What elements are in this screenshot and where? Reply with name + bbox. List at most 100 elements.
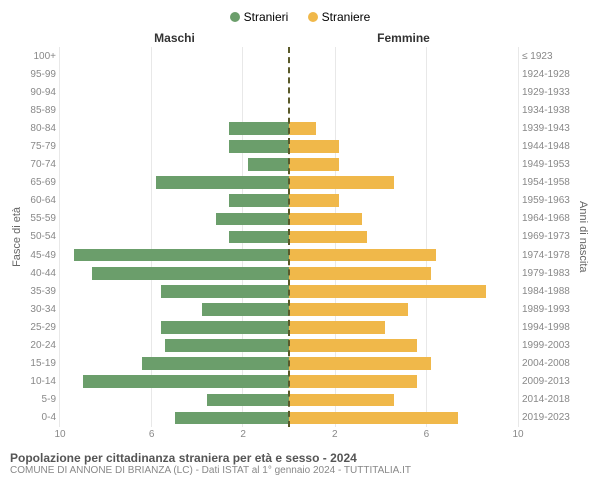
bar-female (289, 394, 394, 407)
legend-male: Stranieri (230, 10, 289, 24)
age-tick: 35-39 (24, 282, 60, 300)
age-tick: 90-94 (24, 83, 60, 101)
male-swatch (230, 12, 240, 22)
bar-female (289, 412, 458, 425)
age-tick: 40-44 (24, 264, 60, 282)
age-tick: 55-59 (24, 210, 60, 228)
age-tick: 50-54 (24, 228, 60, 246)
bar-male (74, 249, 289, 262)
bar-male (175, 412, 290, 425)
x-tick: 6 (424, 429, 430, 440)
age-tick: 5-9 (24, 391, 60, 409)
legend-male-label: Stranieri (244, 10, 289, 24)
age-tick: 60-64 (24, 192, 60, 210)
chart-subtitle: COMUNE DI ANNONE DI BRIANZA (LC) - Dati … (10, 465, 590, 476)
bar-female (289, 213, 362, 226)
bar-male (229, 194, 289, 207)
age-tick: 80-84 (24, 119, 60, 137)
bar-female (289, 249, 436, 262)
birth-tick: 1929-1933 (518, 83, 576, 101)
chart-footer: Popolazione per cittadinanza straniera p… (10, 451, 590, 476)
birth-tick: 1984-1988 (518, 282, 576, 300)
bar-male (161, 321, 289, 334)
bar-female (289, 176, 394, 189)
age-tick: 70-74 (24, 156, 60, 174)
bar-male (161, 285, 289, 298)
age-tick: 10-14 (24, 373, 60, 391)
bar-female (289, 321, 385, 334)
column-headers: Maschi Femmine (10, 31, 590, 45)
age-tick: 20-24 (24, 337, 60, 355)
bar-female (289, 194, 339, 207)
bar-male (83, 375, 289, 388)
birth-tick: 1949-1953 (518, 156, 576, 174)
bar-male (202, 303, 289, 316)
bar-female (289, 339, 417, 352)
legend-female: Straniere (308, 10, 371, 24)
age-tick: 95-99 (24, 65, 60, 83)
header-maschi: Maschi (60, 31, 289, 45)
bar-female (289, 140, 339, 153)
birth-tick: ≤ 1923 (518, 47, 576, 65)
x-tick: 6 (149, 429, 155, 440)
bar-male (229, 122, 289, 135)
bar-female (289, 357, 431, 370)
birth-tick: 2019-2023 (518, 409, 576, 427)
bar-male (216, 213, 289, 226)
birth-tick: 1959-1963 (518, 192, 576, 210)
age-tick: 15-19 (24, 355, 60, 373)
bars-male (60, 47, 289, 427)
birth-ticks: ≤ 19231924-19281929-19331934-19381939-19… (518, 47, 576, 427)
bar-female (289, 267, 431, 280)
bar-female (289, 158, 339, 171)
header-femmine: Femmine (289, 31, 518, 45)
birth-tick: 1999-2003 (518, 337, 576, 355)
bar-male (92, 267, 289, 280)
center-divider (288, 47, 290, 427)
age-tick: 85-89 (24, 101, 60, 119)
x-tick: 2 (240, 429, 246, 440)
age-tick: 30-34 (24, 300, 60, 318)
age-tick: 75-79 (24, 137, 60, 155)
age-tick: 25-29 (24, 318, 60, 336)
x-tick: 10 (54, 429, 65, 440)
bars-female (289, 47, 518, 427)
age-tick: 45-49 (24, 246, 60, 264)
age-ticks: 100+95-9990-9485-8980-8475-7970-7465-696… (24, 47, 60, 427)
bar-male (229, 140, 289, 153)
birth-tick: 1944-1948 (518, 137, 576, 155)
bar-female (289, 375, 417, 388)
birth-tick: 2009-2013 (518, 373, 576, 391)
bar-female (289, 122, 316, 135)
birth-tick: 1924-1928 (518, 65, 576, 83)
birth-tick: 1994-1998 (518, 318, 576, 336)
birth-tick: 2014-2018 (518, 391, 576, 409)
birth-tick: 1954-1958 (518, 174, 576, 192)
age-tick: 100+ (24, 47, 60, 65)
bar-male (229, 231, 289, 244)
bar-male (207, 394, 289, 407)
bar-female (289, 303, 408, 316)
female-swatch (308, 12, 318, 22)
birth-tick: 1934-1938 (518, 101, 576, 119)
pyramid-chart: Fasce di età 100+95-9990-9485-8980-8475-… (10, 47, 590, 427)
birth-tick: 1964-1968 (518, 210, 576, 228)
birth-tick: 2004-2008 (518, 355, 576, 373)
x-tick: 2 (332, 429, 338, 440)
x-tick: 10 (512, 429, 523, 440)
birth-tick: 1939-1943 (518, 119, 576, 137)
birth-tick: 1974-1978 (518, 246, 576, 264)
yaxis-left-label: Fasce di età (10, 47, 24, 427)
bar-male (156, 176, 289, 189)
legend: Stranieri Straniere (10, 10, 590, 25)
birth-tick: 1989-1993 (518, 300, 576, 318)
bar-male (165, 339, 289, 352)
plot-area (60, 47, 518, 427)
age-tick: 65-69 (24, 174, 60, 192)
chart-title: Popolazione per cittadinanza straniera p… (10, 451, 590, 465)
yaxis-right-label: Anni di nascita (576, 47, 590, 427)
birth-tick: 1969-1973 (518, 228, 576, 246)
bar-female (289, 231, 367, 244)
bar-female (289, 285, 486, 298)
legend-female-label: Straniere (322, 10, 371, 24)
